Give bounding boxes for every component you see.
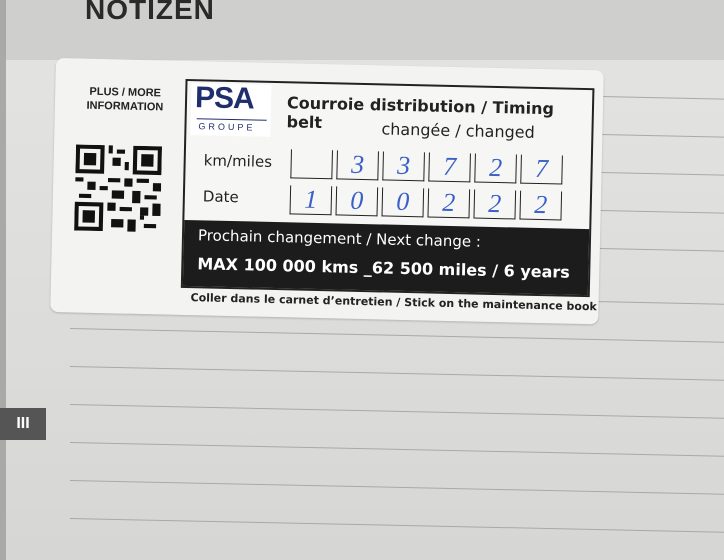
ruled-line [599, 172, 724, 176]
date-digit: 2 [473, 189, 517, 220]
km-label: km/miles [203, 151, 273, 171]
date-digit: 2 [427, 188, 471, 219]
sticker-subtitle: changée / changed [381, 119, 535, 142]
next-change-value: MAX 100 000 kms _62 500 miles / 6 years [197, 254, 571, 282]
page-edge [0, 0, 6, 560]
ruled-line [69, 518, 724, 533]
ruled-line [69, 480, 724, 495]
date-digit: 1 [289, 185, 333, 216]
more-info-label: PLUS / MORE INFORMATION [86, 85, 164, 114]
ruled-line [69, 366, 724, 381]
km-boxes: 3 3 7 2 7 [290, 149, 567, 185]
date-label: Date [202, 187, 239, 207]
next-change-label: Prochain changement / Next change : [197, 226, 482, 251]
ruled-line [69, 404, 724, 419]
qr-code-icon [74, 144, 163, 232]
ruled-line [599, 210, 724, 214]
date-digit: 2 [519, 190, 563, 221]
header-band [0, 0, 724, 60]
ruled-line [599, 134, 724, 138]
next-change-band: Prochain changement / Next change : MAX … [182, 219, 590, 296]
section-tab: III [0, 408, 46, 440]
km-digit: 7 [428, 152, 471, 183]
logo-brand: PSA [194, 81, 255, 116]
km-digit [290, 149, 333, 180]
logo-sub: GROUPE [198, 121, 256, 133]
psa-logo: PSA GROUPE [190, 81, 272, 137]
label-frame: PSA GROUPE Courroie distribution / Timin… [180, 78, 595, 298]
notebook-header: NOTIZEN [85, 0, 215, 25]
logo-rule [196, 118, 267, 121]
km-digit: 3 [382, 151, 425, 182]
ruled-line [69, 328, 724, 343]
ruled-line [599, 96, 724, 100]
km-digit: 7 [520, 154, 563, 185]
date-digit: 0 [381, 187, 425, 218]
km-digit: 2 [474, 153, 517, 184]
ruled-line [69, 442, 724, 457]
date-boxes: 1 0 0 2 2 2 [289, 185, 567, 221]
timing-belt-sticker: PLUS / MORE INFORMATION PSA GROUPE Courr… [50, 58, 604, 325]
date-digit: 0 [335, 186, 379, 217]
km-digit: 3 [336, 150, 379, 181]
ruled-line [599, 248, 724, 252]
